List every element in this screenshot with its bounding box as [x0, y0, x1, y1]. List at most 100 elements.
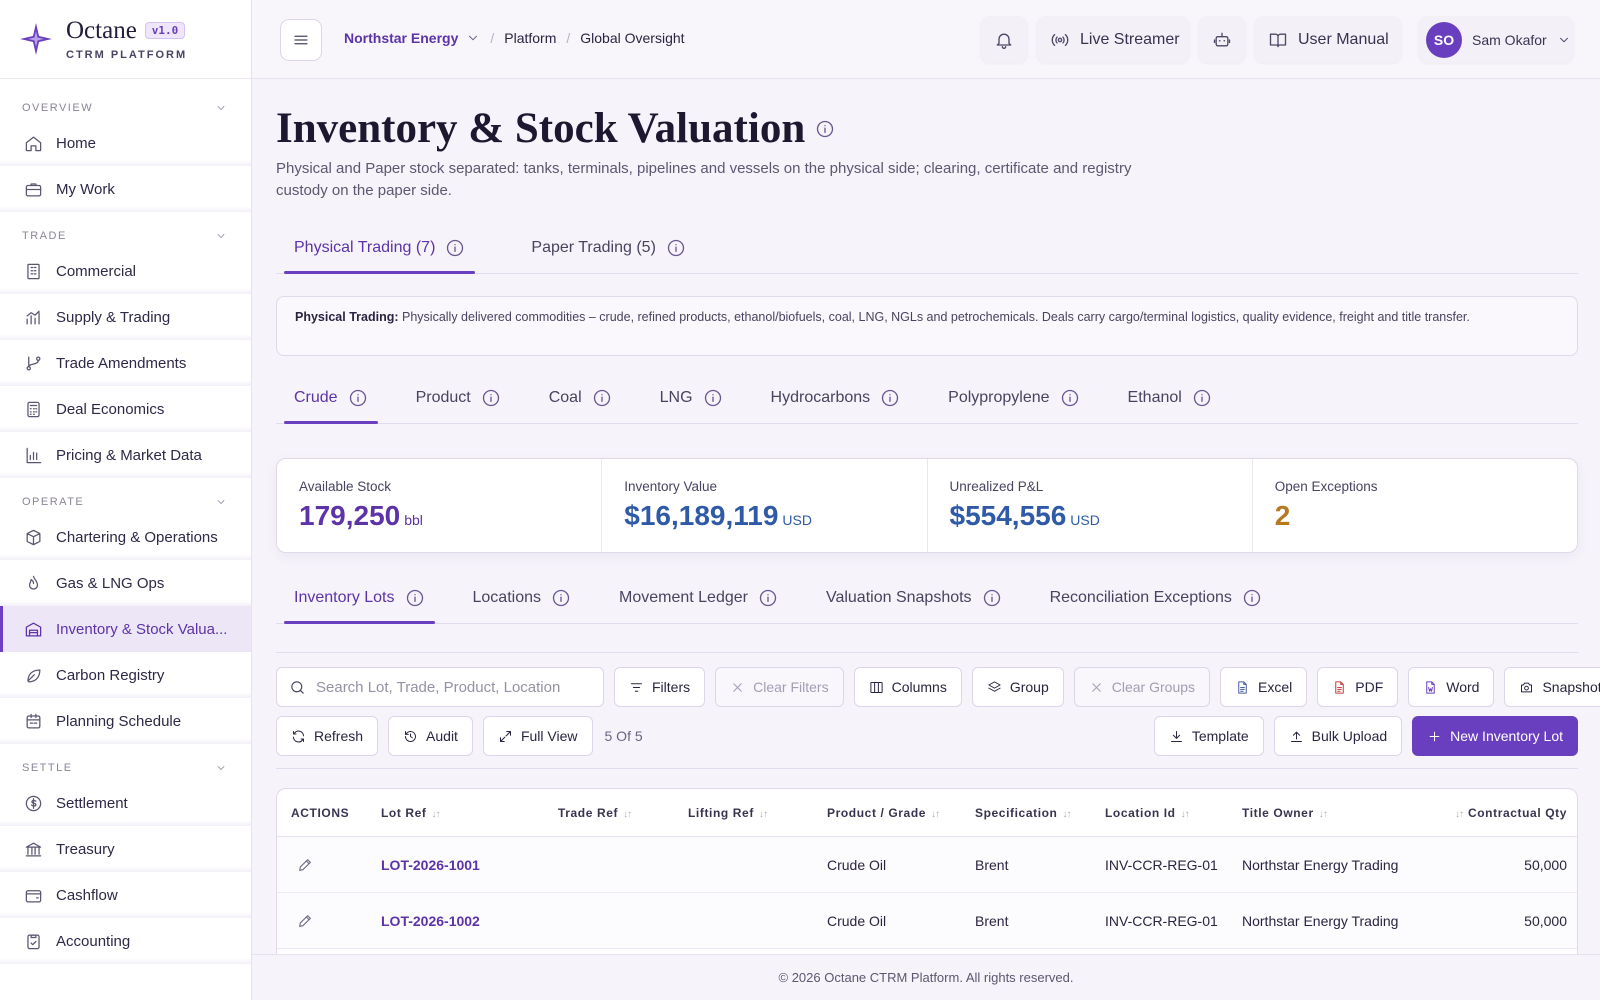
new-inventory-lot-button[interactable]: New Inventory Lot — [1412, 716, 1578, 756]
snapshot-button[interactable]: Snapshot — [1504, 667, 1600, 707]
edit-pencil-icon[interactable] — [297, 913, 313, 929]
info-icon[interactable] — [348, 388, 368, 408]
tab-locations[interactable]: Locations — [455, 572, 590, 623]
info-icon[interactable] — [815, 119, 835, 139]
table-row[interactable]: LOT-2026-1002 Crude Oil Brent INV-CCR-RE… — [277, 893, 1577, 949]
sort-icon[interactable]: ↓↑ — [1318, 808, 1328, 820]
sidebar-item-pricing[interactable]: Pricing & Market Data — [0, 432, 251, 478]
sidebar-item-my-work[interactable]: My Work — [0, 166, 251, 212]
sort-icon[interactable]: ↓↑ — [758, 808, 768, 820]
column-header-trade-ref[interactable]: Trade Ref ↓↑ — [558, 806, 688, 820]
tab-paper-trading[interactable]: Paper Trading (5) — [513, 222, 704, 273]
sort-icon[interactable]: ↓↑ — [931, 808, 940, 820]
menu-toggle-button[interactable] — [280, 19, 322, 61]
tab-hydrocarbons[interactable]: Hydrocarbons — [753, 372, 919, 423]
sidebar-item-commercial[interactable]: Commercial — [0, 248, 251, 294]
sort-icon[interactable]: ↓↑ — [431, 808, 441, 820]
sidebar-item-accounting[interactable]: Accounting — [0, 918, 251, 964]
info-icon[interactable] — [1242, 588, 1262, 608]
user-menu-button[interactable]: SO Sam Okafor — [1418, 16, 1574, 63]
filters-button[interactable]: Filters — [614, 667, 706, 707]
tab-movement-ledger[interactable]: Movement Ledger — [601, 572, 796, 623]
notifications-button[interactable] — [980, 16, 1028, 63]
tab-label: Polypropylene — [948, 388, 1050, 406]
info-icon[interactable] — [481, 388, 501, 408]
breadcrumb-org[interactable]: Northstar Energy — [344, 30, 459, 46]
info-icon[interactable] — [445, 238, 465, 258]
info-icon[interactable] — [551, 588, 571, 608]
info-icon[interactable] — [703, 388, 723, 408]
tab-lng[interactable]: LNG — [642, 372, 741, 423]
edit-pencil-icon[interactable] — [297, 857, 313, 873]
commodity-tabs: Crude Product Coal LNG Hydrocarbons Poly… — [276, 372, 1578, 424]
info-icon[interactable] — [880, 388, 900, 408]
user-manual-button[interactable]: User Manual — [1254, 16, 1402, 63]
sidebar-item-supply-trading[interactable]: Supply & Trading — [0, 294, 251, 340]
section-overview[interactable]: OVERVIEW — [0, 96, 251, 120]
info-icon[interactable] — [1060, 388, 1080, 408]
bulk-upload-button[interactable]: Bulk Upload — [1273, 716, 1403, 756]
export-excel-button[interactable]: Excel — [1220, 667, 1308, 707]
live-streamer-button[interactable]: Live Streamer — [1036, 16, 1190, 63]
info-icon[interactable] — [758, 588, 778, 608]
chevron-down-icon[interactable] — [466, 31, 480, 45]
info-icon[interactable] — [592, 388, 612, 408]
assistant-button[interactable] — [1198, 16, 1246, 63]
breadcrumb-platform[interactable]: Platform — [504, 30, 557, 46]
sidebar-item-cashflow[interactable]: Cashflow — [0, 872, 251, 918]
section-settle[interactable]: SETTLE — [0, 756, 251, 780]
kpi-open-exceptions[interactable]: Open Exceptions 2 — [1253, 459, 1577, 552]
column-header-specification[interactable]: Specification ↓↑ — [975, 806, 1105, 820]
info-icon[interactable] — [666, 238, 686, 258]
export-pdf-button[interactable]: PDF — [1317, 667, 1399, 707]
column-header-product[interactable]: Product / Grade ↓↑ — [827, 806, 975, 820]
info-icon[interactable] — [982, 588, 1002, 608]
full-view-button[interactable]: Full View — [482, 716, 593, 756]
columns-button[interactable]: Columns — [853, 667, 962, 707]
sidebar-item-gas-lng[interactable]: Gas & LNG Ops — [0, 560, 251, 606]
tab-inventory-lots[interactable]: Inventory Lots — [276, 572, 443, 624]
clear-filters-button[interactable]: Clear Filters — [715, 667, 844, 707]
column-header-title-owner[interactable]: Title Owner ↓↑ — [1242, 806, 1422, 820]
audit-button[interactable]: Audit — [388, 716, 473, 756]
search-input[interactable] — [316, 678, 576, 696]
clear-groups-button[interactable]: Clear Groups — [1073, 667, 1211, 707]
tab-ethanol[interactable]: Ethanol — [1110, 372, 1230, 423]
sidebar-item-home[interactable]: Home — [0, 120, 251, 166]
section-operate[interactable]: OPERATE — [0, 490, 251, 514]
sort-icon[interactable]: ↓↑ — [623, 808, 632, 820]
info-icon[interactable] — [405, 588, 425, 608]
table-row[interactable]: LOT-2026-1001 Crude Oil Brent INV-CCR-RE… — [277, 837, 1577, 893]
tab-reconciliation-exceptions[interactable]: Reconciliation Exceptions — [1032, 572, 1280, 623]
tab-product[interactable]: Product — [398, 372, 519, 423]
tab-coal[interactable]: Coal — [531, 372, 630, 423]
sidebar-item-treasury[interactable]: Treasury — [0, 826, 251, 872]
column-header-lifting-ref[interactable]: Lifting Ref ↓↑ — [688, 806, 827, 820]
info-icon[interactable] — [1192, 388, 1212, 408]
section-trade[interactable]: TRADE — [0, 224, 251, 248]
column-header-location-id[interactable]: Location Id ↓↑ — [1105, 806, 1242, 820]
sort-icon[interactable]: ↓↑ — [1180, 808, 1190, 820]
sidebar-item-carbon[interactable]: Carbon Registry — [0, 652, 251, 698]
sort-icon[interactable]: ↓↑ — [1454, 808, 1464, 820]
sidebar-item-deal-economics[interactable]: Deal Economics — [0, 386, 251, 432]
tab-crude[interactable]: Crude — [276, 372, 386, 424]
refresh-button[interactable]: Refresh — [276, 716, 379, 756]
column-header-lot-ref[interactable]: Lot Ref ↓↑ — [381, 806, 558, 820]
tab-polypropylene[interactable]: Polypropylene — [930, 372, 1097, 423]
column-header-contractual-qty[interactable]: ↓↑ Contractual Qty — [1422, 806, 1577, 820]
sidebar-item-trade-amendments[interactable]: Trade Amendments — [0, 340, 251, 386]
tab-physical-trading[interactable]: Physical Trading (7) — [276, 222, 483, 274]
sidebar-item-planning[interactable]: Planning Schedule — [0, 698, 251, 744]
sidebar-item-chartering[interactable]: Chartering & Operations — [0, 514, 251, 560]
sidebar-item-inventory[interactable]: Inventory & Stock Valua... — [0, 606, 251, 652]
group-button[interactable]: Group — [971, 667, 1064, 707]
lot-ref-link[interactable]: LOT-2026-1002 — [381, 912, 480, 929]
lot-ref-link[interactable]: LOT-2026-1001 — [381, 856, 480, 873]
export-word-button[interactable]: Word — [1408, 667, 1495, 707]
search-box[interactable] — [276, 667, 604, 707]
template-button[interactable]: Template — [1153, 716, 1264, 756]
sidebar-item-settlement[interactable]: Settlement — [0, 780, 251, 826]
tab-valuation-snapshots[interactable]: Valuation Snapshots — [808, 572, 1020, 623]
sort-icon[interactable]: ↓↑ — [1062, 808, 1071, 820]
